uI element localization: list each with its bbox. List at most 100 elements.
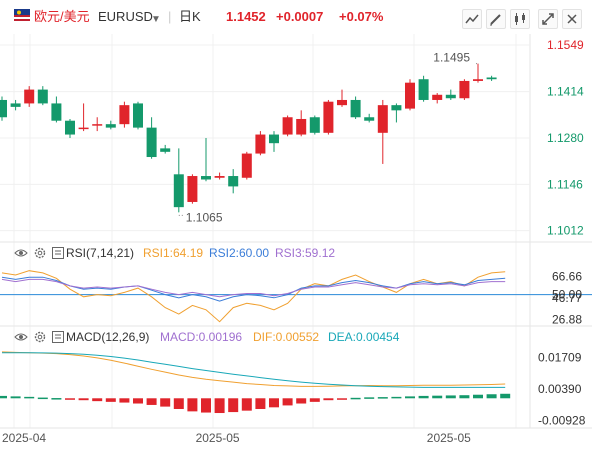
candle-body [214, 176, 225, 178]
last-price: 1.1452 [226, 9, 266, 24]
candle-body [282, 117, 293, 135]
price-tick-label: 1.1280 [547, 131, 584, 145]
draw-button[interactable] [486, 9, 506, 29]
candle-body [10, 103, 21, 107]
dea-value: DEA:0.00454 [328, 330, 400, 344]
macd-bar [228, 398, 239, 413]
rsi1-value: RSI1:64.19 [143, 246, 204, 260]
candle-body [255, 134, 266, 154]
candle-body [486, 77, 497, 80]
macd-bar [10, 396, 21, 399]
close-icon [567, 14, 577, 24]
date-tick-label: 2025-04 [2, 431, 46, 445]
gear-icon[interactable] [33, 246, 47, 260]
candle-body [37, 89, 48, 104]
chart-style-button[interactable] [510, 9, 530, 29]
macd-bar [405, 396, 415, 399]
trend-button[interactable] [462, 9, 482, 29]
candle-body [459, 80, 470, 99]
price-tick-label: 1.1146 [547, 177, 583, 191]
candle-body [51, 103, 62, 121]
macd-bar [445, 395, 456, 399]
macd-bar [65, 398, 75, 400]
low-label: 1.1065 [186, 210, 223, 224]
candle-body [92, 124, 103, 126]
candle-body [418, 79, 429, 100]
flag-icon [14, 9, 30, 21]
candle-body [309, 117, 320, 133]
rsi-tick-label: 50.00 [552, 288, 582, 302]
expand-icon [542, 13, 554, 25]
price-tick-label: 1.1012 [547, 224, 584, 238]
macd-bar [500, 393, 511, 399]
candle-body [269, 134, 279, 144]
date-tick-label: 2025-05 [427, 431, 471, 445]
macd-bar [350, 397, 361, 400]
dropdown-icon[interactable]: ▼ [151, 14, 161, 25]
candle-body [228, 176, 239, 187]
expand-button[interactable] [538, 9, 558, 29]
macd-bar [255, 398, 266, 409]
macd-dif-line [1, 351, 506, 387]
candle-body [473, 79, 483, 81]
macd-bar [133, 398, 143, 404]
macd-bar [51, 398, 62, 400]
toolbar-divider: | [168, 9, 172, 24]
price-change: +0.0007 [276, 9, 324, 24]
candle-body [201, 176, 211, 180]
candle-body [364, 117, 375, 121]
rsi-line-rsi3 [1, 278, 506, 298]
macd-bar [432, 395, 443, 399]
macd-bar [201, 398, 211, 413]
timeframe-selector[interactable]: 日K [179, 9, 201, 24]
price-tick-label: 1.1549 [547, 38, 584, 52]
pencil-icon [490, 14, 501, 26]
close-button[interactable] [562, 9, 582, 29]
candle-body [133, 103, 143, 128]
rsi-tick-label: 26.88 [552, 313, 582, 327]
settings-box-icon[interactable] [51, 246, 65, 260]
candle-body [65, 120, 75, 135]
pair-name[interactable]: 欧元/美元 [34, 9, 90, 24]
macd-bar [92, 398, 103, 402]
dif-value: DIF:0.00552 [253, 330, 320, 344]
macd-tick-label: -0.00928 [538, 413, 586, 427]
price-tick-label: 1.1414 [547, 85, 584, 99]
candle-body [187, 176, 198, 202]
chart-toolbar: 欧元/美元 EURUSD ▼ | 日K 1.1452 +0.0007 +0.07… [0, 0, 592, 34]
macd-bar [282, 398, 293, 406]
macd-value: MACD:0.00196 [160, 330, 243, 344]
rsi-line-rsi1 [1, 270, 506, 323]
macd-tick-label: 0.01709 [538, 351, 582, 365]
gear-icon[interactable] [33, 330, 47, 344]
macd-header: MACD(12,26,9) MACD:0.00196 DIF:0.00552 D… [0, 330, 420, 346]
candle-body [119, 105, 130, 125]
candle-body [391, 105, 402, 111]
rsi3-value: RSI3:59.12 [275, 246, 336, 260]
price-change-pct: +0.07% [339, 9, 384, 24]
eye-icon[interactable] [14, 246, 28, 260]
macd-bar [0, 395, 7, 399]
settings-box-icon[interactable] [51, 330, 65, 344]
date-axis: 2025-04 2025-05 2025-05 [2, 431, 471, 445]
trend-icon [465, 14, 479, 24]
candle-body [445, 94, 456, 99]
symbol-label[interactable]: EURUSD [98, 9, 153, 24]
candlestick-series: 1.1495 1.1065 [0, 51, 497, 224]
macd-bar [160, 398, 171, 407]
eye-icon[interactable] [14, 330, 28, 344]
rsi-header: RSI(7,14,21) RSI1:64.19 RSI2:60.00 RSI3:… [0, 246, 400, 262]
candle-body [377, 105, 388, 133]
macd-bar [105, 398, 116, 402]
candle-body [0, 99, 7, 118]
grid-lines [0, 34, 592, 429]
candle-style-icon [515, 13, 525, 25]
rsi-tick-label: 46.77 [552, 291, 582, 305]
candle-body [146, 127, 157, 158]
macd-bar [119, 398, 130, 403]
candle-body [105, 124, 116, 128]
macd-bar [337, 398, 347, 400]
macd-bar [377, 397, 388, 399]
